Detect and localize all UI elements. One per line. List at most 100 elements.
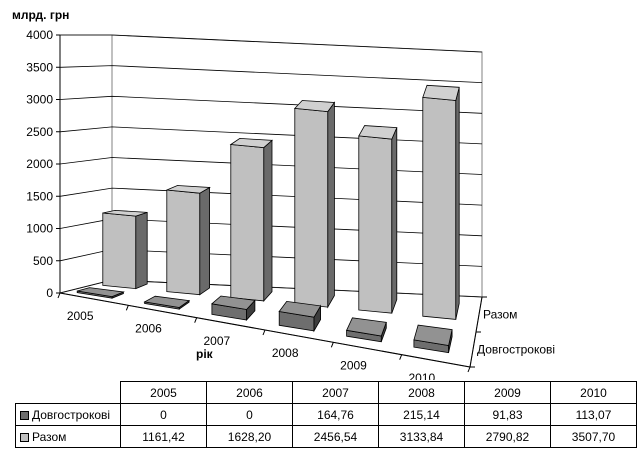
table-series-cell: Довгострокові — [15, 403, 121, 426]
table-cell: 2456,54 — [292, 425, 379, 448]
table-header-cell: 2005 — [120, 381, 207, 404]
bar-front-face — [422, 96, 457, 320]
bar-top-face — [413, 324, 453, 346]
table-cell: 3133,84 — [378, 425, 465, 448]
bar-0-2 — [210, 295, 256, 322]
y-tick-label: 1500 — [26, 189, 53, 203]
gridline — [59, 65, 483, 83]
depth-label: Довгострокові — [477, 343, 555, 357]
table-header-cell: 2009 — [464, 381, 551, 404]
table-header-cell: 2008 — [378, 381, 465, 404]
y-tick-label: 3000 — [26, 93, 53, 107]
bar-1-2 — [229, 137, 273, 302]
data-table: 2005 2006 2007 2008 2009 2010 Довгострокові 0 0 1… — [15, 381, 637, 448]
y-tick-label: 2000 — [26, 157, 53, 171]
bar-top-face — [278, 300, 322, 318]
bar-top-face — [346, 317, 387, 337]
bar-front-face — [102, 212, 137, 290]
gridline — [60, 34, 483, 53]
table-cell: 113,07 — [550, 403, 637, 426]
y-axis-title: млрд. грн — [12, 8, 69, 22]
x-tick — [57, 292, 61, 299]
x-tick — [330, 342, 334, 348]
table-header-cell: 2006 — [206, 381, 293, 404]
series-name: Довгострокові — [32, 407, 111, 422]
table-header-cell: 2007 — [292, 381, 379, 404]
table-cell: 91,83 — [464, 403, 551, 426]
chart-area: 0 500 1000 1500 2000 2500 3000 3500 4000 млрд. гр… — [12, 8, 555, 380]
bars — [76, 84, 460, 354]
bar-0-3 — [278, 300, 322, 333]
bar-top-face — [77, 287, 125, 298]
x-tick — [467, 366, 471, 373]
bar-0-1 — [143, 295, 191, 310]
y-axis: 0 500 1000 1500 2000 2500 3000 3500 4000 млрд. гр… — [12, 8, 69, 300]
table-cell: 164,76 — [292, 403, 379, 426]
bar-side-face — [327, 101, 335, 309]
table-cell: 2790,82 — [464, 425, 551, 448]
chart-svg: 0 500 1000 1500 2000 2500 3000 3500 4000 млрд. гр… — [12, 8, 555, 380]
table-row: Разом 1161,42 1628,20 2456,54 3133,84 2790,82… — [15, 425, 637, 448]
table-row: Довгострокові 0 0 164,76 215,14 91,83 113,07 — [15, 403, 637, 426]
table-corner-cell — [16, 382, 121, 404]
x-tick — [399, 354, 403, 360]
table-cell: 1628,20 — [206, 425, 293, 448]
bar-0-4 — [346, 317, 387, 343]
bar-1-1 — [166, 185, 211, 296]
x-tick — [262, 329, 266, 336]
table-header-row: 2005 2006 2007 2008 2009 2010 — [16, 381, 637, 404]
bar-0-5 — [413, 324, 453, 354]
bar-top-face — [166, 185, 211, 194]
bar-top-face — [210, 295, 256, 310]
y-tick-label: 1000 — [26, 222, 53, 236]
table-series-cell: Разом — [15, 425, 121, 448]
bar-front-face — [358, 135, 393, 314]
y-tick-label: 500 — [33, 254, 53, 268]
bar-front-face — [166, 189, 201, 296]
x-tick-label: 2006 — [135, 322, 162, 336]
table-cell: 0 — [206, 403, 293, 426]
x-axis-title: рік — [196, 347, 214, 361]
bar-1-4 — [358, 125, 398, 314]
table-header-cell: 2010 — [550, 381, 637, 404]
series-name: Разом — [32, 429, 67, 444]
bar-top-face — [229, 137, 273, 149]
bar-side-face — [135, 211, 148, 290]
bar-1-0 — [102, 209, 148, 290]
bar-side-face — [263, 139, 273, 302]
x-tick-label: 2008 — [272, 346, 299, 360]
y-tick-label: 3500 — [26, 60, 53, 74]
y-tick-label: 0 — [46, 286, 53, 300]
table-cell: 0 — [120, 403, 207, 426]
table-cell: 215,14 — [378, 403, 465, 426]
bar-top-face — [358, 125, 398, 140]
bar-1-5 — [422, 84, 460, 320]
bar-0-0 — [76, 287, 125, 299]
bar-side-face — [391, 127, 398, 314]
depth-label: Разом — [483, 308, 517, 322]
bar-side-face — [199, 186, 211, 296]
bar-top-face — [143, 295, 191, 308]
bar-front-face — [230, 144, 265, 302]
x-axis: 2005 2006 2007 2008 2009 2010 рік — [57, 292, 471, 380]
gridline — [59, 95, 483, 114]
y-tick-label: 2500 — [26, 125, 53, 139]
bar-top-face — [102, 209, 148, 217]
x-tick-label: 2005 — [67, 309, 94, 323]
bar-front-face — [294, 107, 329, 308]
y-tick-label: 4000 — [26, 28, 53, 42]
x-tick-label: 2009 — [340, 359, 367, 373]
bar-top-face — [422, 84, 460, 101]
legend-swatch — [20, 410, 29, 420]
x-tick — [125, 305, 129, 311]
x-tick-label: 2010 — [408, 371, 435, 380]
bar-top-face — [293, 100, 336, 113]
table-cell: 3507,70 — [550, 425, 637, 448]
bar-side-face — [455, 87, 460, 320]
legend-swatch — [20, 432, 29, 442]
bar-1-3 — [293, 100, 336, 309]
depth-axis: Довгострокові Разом — [469, 296, 555, 368]
x-tick-label: 2007 — [203, 334, 230, 348]
x-tick — [194, 317, 198, 323]
table-cell: 1161,42 — [120, 425, 207, 448]
